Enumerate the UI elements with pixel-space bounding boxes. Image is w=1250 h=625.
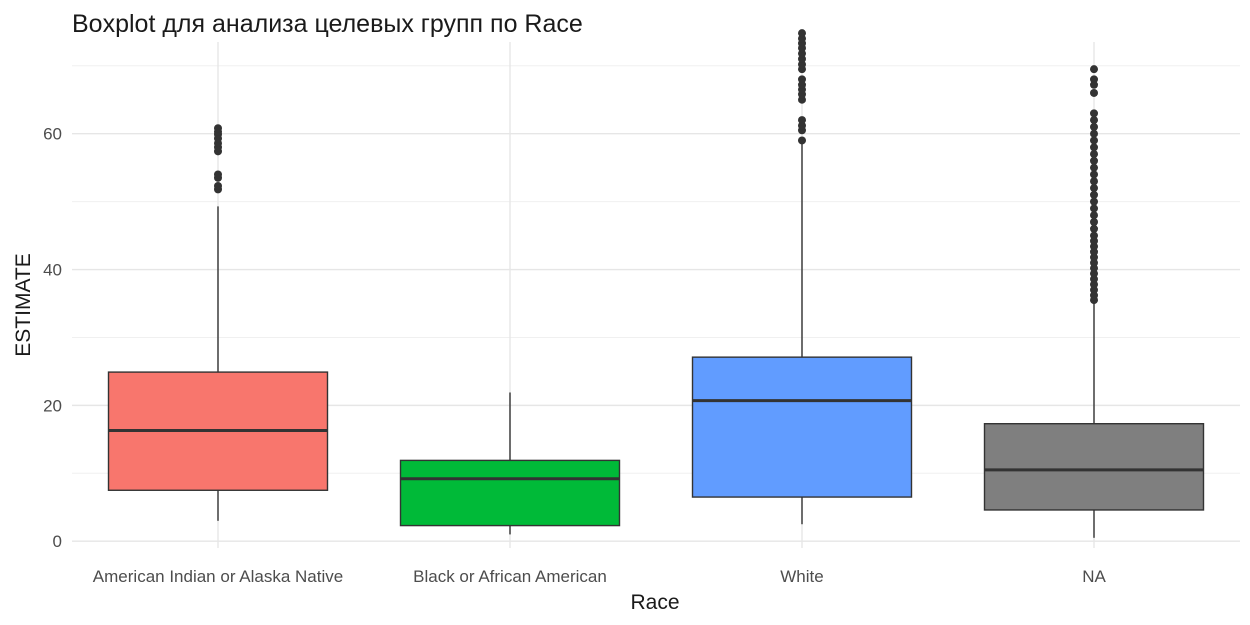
outlier-point: [798, 136, 806, 145]
outlier-point: [1090, 177, 1098, 186]
outlier-point: [1090, 122, 1098, 131]
x-axis-title: Race: [630, 591, 679, 614]
outlier-point: [1090, 211, 1098, 220]
outlier-point: [1090, 190, 1098, 199]
box-body: [399, 459, 621, 527]
outlier-point: [798, 116, 806, 125]
y-axis-title: ESTIMATE: [12, 253, 35, 356]
outlier-point: [798, 75, 806, 84]
outlier-point: [1090, 75, 1098, 84]
outlier-point: [1090, 88, 1098, 97]
outlier-point: [214, 170, 222, 179]
tick-layer: 0 20 40 60 American Indian or Alaska Native B…: [43, 125, 1106, 586]
outlier-point: [1090, 129, 1098, 138]
outlier-point: [1090, 224, 1098, 233]
y-tick-label: 0: [53, 532, 62, 551]
outlier-point: [1090, 170, 1098, 179]
x-tick-label: American Indian or Alaska Native: [93, 567, 343, 586]
x-tick-label: White: [780, 567, 823, 586]
outlier-point: [1090, 217, 1098, 226]
outlier-point: [1090, 136, 1098, 145]
outlier-point: [1090, 109, 1098, 118]
outlier-point: [214, 124, 222, 133]
box-group: [983, 65, 1205, 538]
outlier-point: [1090, 163, 1098, 172]
outlier-point: [1090, 65, 1098, 74]
outlier-point: [1090, 197, 1098, 206]
box-group: [107, 124, 329, 521]
chart-title: Boxplot для анализа целевых групп по Rac…: [72, 10, 583, 38]
x-tick-label: Black or African American: [413, 567, 607, 586]
box-group: [691, 29, 913, 525]
outlier-point: [1090, 184, 1098, 193]
x-tick-label: NA: [1082, 567, 1106, 586]
y-tick-label: 60: [43, 125, 62, 144]
box-group: [399, 392, 621, 535]
box-body: [983, 423, 1205, 511]
y-tick-label: 20: [43, 396, 62, 415]
outlier-point: [214, 181, 222, 190]
outlier-point: [1090, 231, 1098, 240]
outlier-point: [1090, 204, 1098, 213]
outlier-point: [798, 29, 806, 38]
outlier-point: [1090, 116, 1098, 125]
box-layer: [107, 29, 1205, 538]
outlier-point: [1090, 150, 1098, 159]
y-tick-label: 40: [43, 261, 62, 280]
box-body: [691, 356, 913, 498]
outlier-point: [1090, 143, 1098, 152]
outlier-point: [1090, 156, 1098, 165]
